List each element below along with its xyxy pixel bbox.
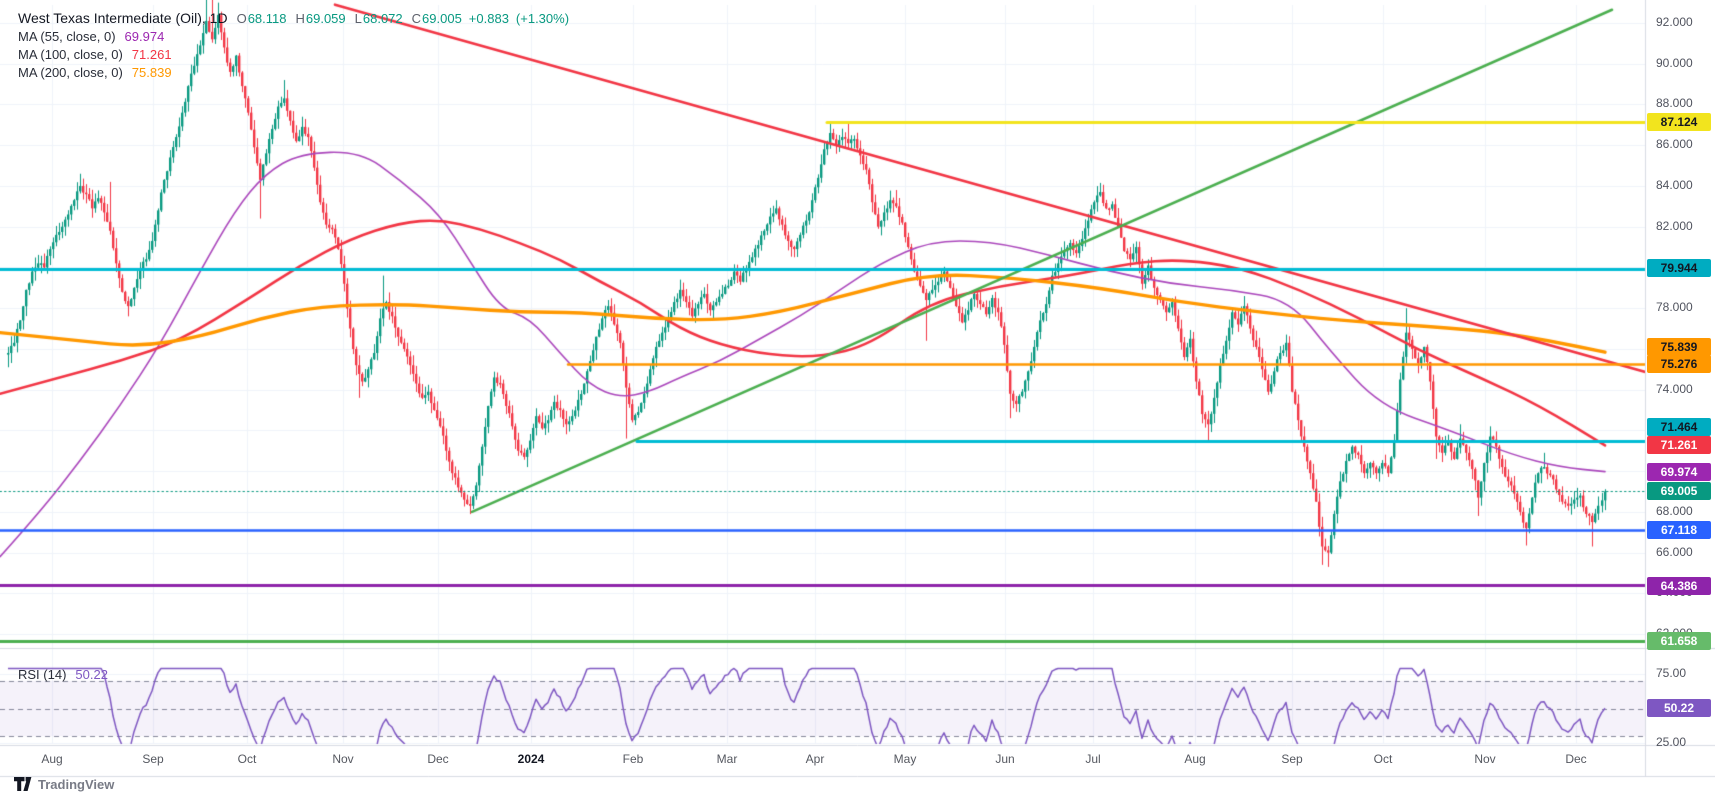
price-tick-label: 86.000: [1656, 137, 1693, 152]
ma-label: MA (100, close, 0): [18, 47, 123, 62]
ma-value: 75.839: [131, 65, 172, 80]
symbol-legend: West Texas Intermediate (Oil), 1D O68.118…: [18, 10, 569, 80]
price-tick-label: 90.000: [1656, 55, 1693, 70]
tradingview-logo-text: TradingView: [38, 777, 115, 792]
price-badge: 71.464: [1647, 418, 1711, 436]
time-axis-label: Mar: [716, 752, 738, 766]
price-badge: 67.118: [1647, 521, 1711, 539]
tradingview-logo-icon: [14, 777, 32, 791]
rsi-legend-row[interactable]: RSI (14) 50.22: [18, 667, 108, 682]
price-badge: 71.261: [1647, 436, 1711, 454]
time-axis-label: Oct: [237, 752, 257, 766]
price-badge: 79.944: [1647, 259, 1711, 277]
time-axis-label: Oct: [1373, 752, 1393, 766]
tradingview-logo[interactable]: TradingView: [14, 777, 114, 792]
ma-value: 71.261: [131, 47, 172, 62]
time-axis-label: Sep: [1281, 752, 1303, 766]
rsi-legend-value: 50.22: [75, 667, 108, 682]
time-axis-label: Feb: [622, 752, 644, 766]
ma-value: 69.974: [124, 29, 165, 44]
price-tick-label: 88.000: [1656, 96, 1693, 111]
price-tick-label: 78.000: [1656, 300, 1693, 315]
ma-label: MA (200, close, 0): [18, 65, 123, 80]
price-badge: 87.124: [1647, 113, 1711, 131]
low-value: 68.072: [362, 11, 403, 26]
price-tick-label: 74.000: [1656, 381, 1693, 396]
rsi-legend-label: RSI (14): [18, 667, 67, 682]
time-axis-label: Aug: [1184, 752, 1206, 766]
change-value: +0.883: [468, 11, 509, 26]
time-axis-label: Jun: [995, 752, 1015, 766]
close-label: C: [411, 11, 422, 26]
close-value: 69.005: [422, 11, 462, 26]
open-value: 68.118: [247, 11, 287, 26]
time-axis-label: Jul: [1085, 752, 1101, 766]
price-badge: 75.276: [1647, 355, 1711, 373]
time-axis-label: Dec: [1565, 752, 1587, 766]
price-tick-label: 66.000: [1656, 544, 1693, 559]
price-tick-label: 68.000: [1656, 503, 1693, 518]
ma-legend-row[interactable]: MA (100, close, 0) 71.261: [18, 47, 569, 62]
change-percent: (+1.30%): [515, 11, 570, 26]
ma-legend-rows: MA (55, close, 0) 69.974 MA (100, close, 0…: [18, 29, 569, 80]
rsi-tick-label: 25.00: [1656, 735, 1687, 749]
low-label: L: [354, 11, 362, 26]
price-tick-label: 84.000: [1656, 177, 1693, 192]
open-label: O: [236, 11, 247, 26]
time-axis-label: May: [893, 752, 917, 766]
ma-label: MA (55, close, 0): [18, 29, 116, 44]
price-badge: 64.386: [1647, 577, 1711, 595]
time-axis-label: Nov: [1474, 752, 1496, 766]
price-tick-label: 82.000: [1656, 218, 1693, 233]
time-axis-label: Aug: [41, 752, 63, 766]
time-axis-label: 2024: [517, 752, 545, 766]
symbol-title-row[interactable]: West Texas Intermediate (Oil), 1D O68.118…: [18, 10, 569, 26]
symbol-title: West Texas Intermediate (Oil), 1D: [18, 10, 228, 26]
price-badge: 69.005: [1647, 482, 1711, 500]
high-label: H: [295, 11, 305, 26]
time-axis-label: Nov: [332, 752, 354, 766]
high-value: 69.059: [305, 11, 346, 26]
time-axis-label: Dec: [427, 752, 449, 766]
rsi-value-badge: 50.22: [1647, 699, 1711, 718]
ma-legend-row[interactable]: MA (200, close, 0) 75.839: [18, 65, 569, 80]
time-axis-label: Apr: [805, 752, 825, 766]
rsi-tick-label: 75.00: [1656, 666, 1687, 680]
time-axis-label: Sep: [142, 752, 164, 766]
price-badge: 69.974: [1647, 463, 1711, 481]
ma-legend-row[interactable]: MA (55, close, 0) 69.974: [18, 29, 569, 44]
price-badge: 61.658: [1647, 632, 1711, 650]
price-tick-label: 92.000: [1656, 15, 1693, 29]
price-badge: 75.839: [1647, 338, 1711, 356]
